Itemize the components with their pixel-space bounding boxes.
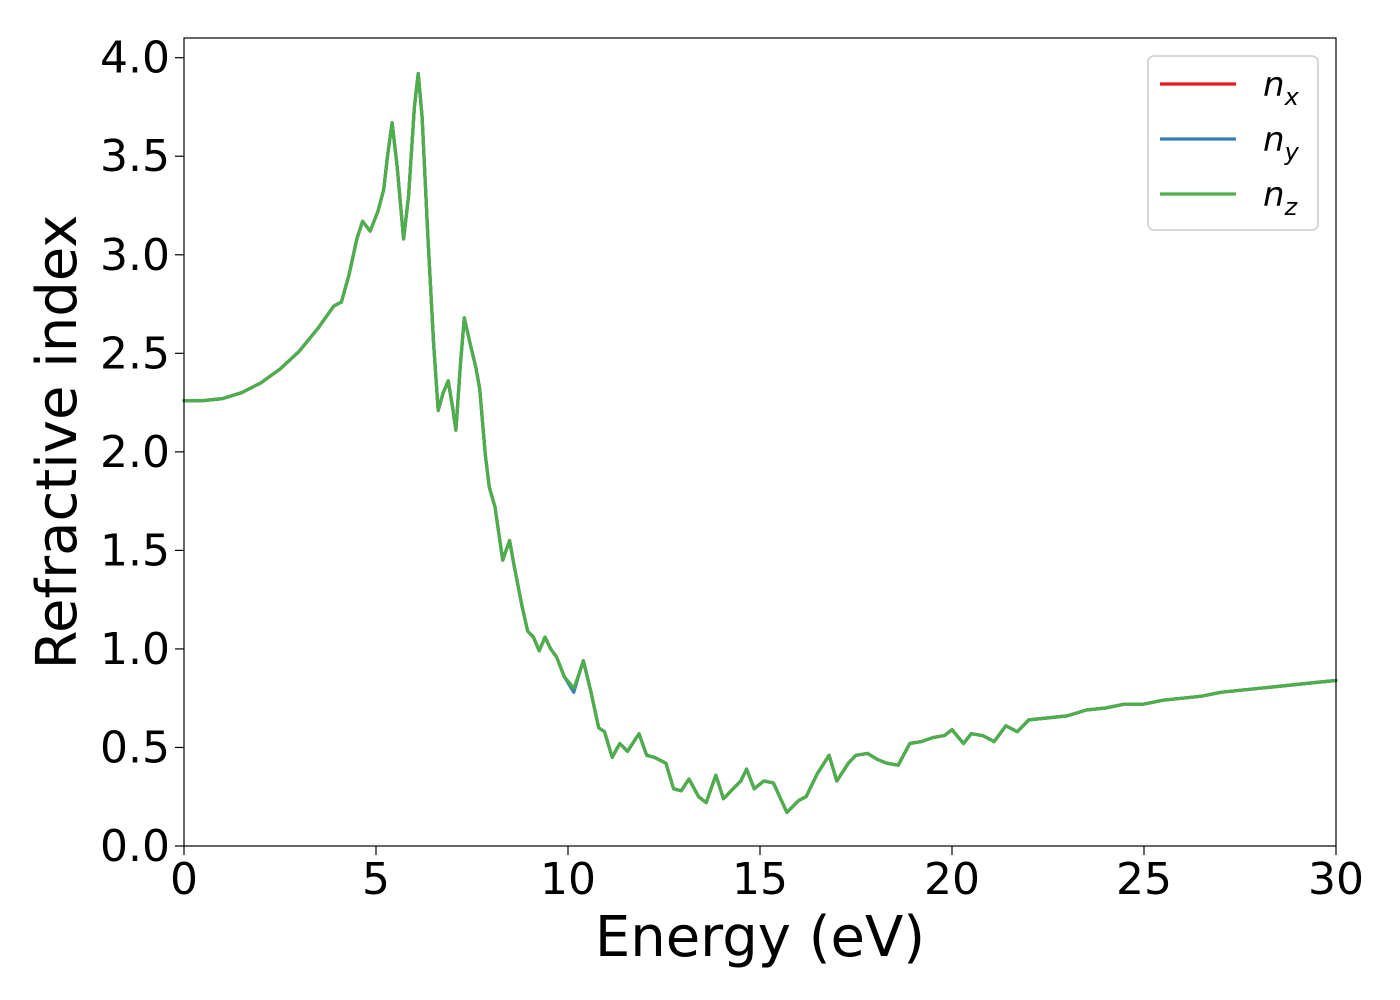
x-tick-label: 25 <box>1116 854 1172 905</box>
legend-label-base: n <box>1263 175 1285 215</box>
y-tick-label: 0.5 <box>100 722 170 773</box>
plot-area <box>182 37 1338 847</box>
x-tick-label: 30 <box>1308 854 1364 905</box>
y-tick-label: 2.5 <box>100 328 170 379</box>
legend-label-ny: ny <box>1263 120 1300 166</box>
legend-label-subscript: y <box>1284 138 1300 166</box>
y-tick-label: 1.0 <box>100 624 170 675</box>
y-tick-label: 3.0 <box>100 230 170 281</box>
y-tick-label: 1.5 <box>100 525 170 576</box>
series-line-n-z <box>182 71 1338 815</box>
legend-label-subscript: x <box>1284 83 1300 111</box>
x-axis-title: Energy (eV) <box>595 905 925 970</box>
x-tick-label: 20 <box>924 854 980 905</box>
series-layer <box>182 71 1338 815</box>
legend-label-base: n <box>1263 120 1285 160</box>
x-axis: 0 5 10 15 20 25 30 <box>170 846 1364 905</box>
y-axis-title: Refractive index <box>25 215 90 670</box>
y-tick-label: 0.0 <box>100 821 170 872</box>
x-tick-label: 15 <box>732 854 788 905</box>
legend-label-nx: nx <box>1263 65 1300 111</box>
legend-label-base: n <box>1263 65 1285 105</box>
x-tick-label: 5 <box>362 854 390 905</box>
y-tick-label: 2.0 <box>100 427 170 478</box>
legend-label-subscript: z <box>1284 193 1299 221</box>
legend-label-nz: nz <box>1263 175 1299 221</box>
x-tick-label: 10 <box>540 854 596 905</box>
y-tick-label: 3.5 <box>100 131 170 182</box>
legend-box <box>1147 55 1319 231</box>
y-axis: 0.0 0.5 1.0 1.5 2.0 2.5 3.0 3.5 4.0 <box>100 33 184 872</box>
x-tick-label: 0 <box>170 854 198 905</box>
y-tick-label: 4.0 <box>100 33 170 84</box>
